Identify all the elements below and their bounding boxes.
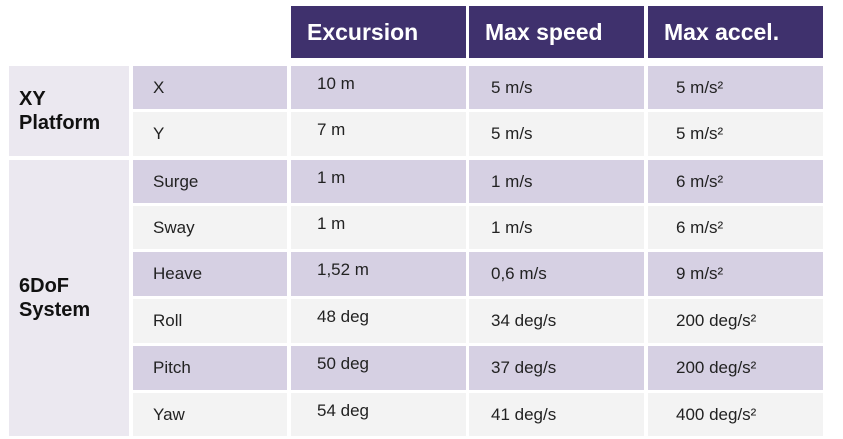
header-excursion: Excursion — [291, 6, 466, 58]
max-accel-cell: 5 m/s² — [648, 112, 823, 156]
max-speed-cell: 5 m/s — [469, 66, 644, 109]
excursion-cell: 10 m — [291, 66, 466, 109]
max-accel-cell: 200 deg/s² — [648, 346, 823, 390]
excursion-cell: 48 deg — [291, 299, 466, 343]
max-speed-cell: 0,6 m/s — [469, 252, 644, 296]
group-label-line1: 6DoF — [19, 275, 69, 297]
axis-cell-surge: Surge — [133, 160, 287, 203]
axis-cell-heave: Heave — [133, 252, 287, 296]
max-speed-cell: 5 m/s — [469, 112, 644, 156]
group-xy-platform: XY Platform — [9, 66, 129, 156]
excursion-cell: 1 m — [291, 206, 466, 249]
max-accel-cell: 400 deg/s² — [648, 393, 823, 436]
excursion-cell: 54 deg — [291, 393, 466, 436]
excursion-cell: 1,52 m — [291, 252, 466, 296]
max-speed-cell: 34 deg/s — [469, 299, 644, 343]
group-label-line2: System — [19, 299, 91, 321]
header-max-accel: Max accel. — [648, 6, 823, 58]
max-accel-cell: 200 deg/s² — [648, 299, 823, 343]
axis-cell-x: X — [133, 66, 287, 109]
group-6dof-system: 6DoF System — [9, 160, 129, 436]
max-accel-cell: 9 m/s² — [648, 252, 823, 296]
axis-cell-yaw: Yaw — [133, 393, 287, 436]
max-speed-cell: 1 m/s — [469, 206, 644, 249]
header-max-speed: Max speed — [469, 6, 644, 58]
max-accel-cell: 5 m/s² — [648, 66, 823, 109]
excursion-cell: 7 m — [291, 112, 466, 156]
axis-cell-pitch: Pitch — [133, 346, 287, 390]
max-speed-cell: 37 deg/s — [469, 346, 644, 390]
max-speed-cell: 1 m/s — [469, 160, 644, 203]
group-label-line2: Platform — [19, 112, 101, 134]
excursion-cell: 50 deg — [291, 346, 466, 390]
group-label-line1: XY — [19, 88, 46, 110]
max-accel-cell: 6 m/s² — [648, 160, 823, 203]
axis-cell-sway: Sway — [133, 206, 287, 249]
excursion-cell: 1 m — [291, 160, 466, 203]
max-accel-cell: 6 m/s² — [648, 206, 823, 249]
axis-cell-roll: Roll — [133, 299, 287, 343]
axis-cell-y: Y — [133, 112, 287, 156]
max-speed-cell: 41 deg/s — [469, 393, 644, 436]
